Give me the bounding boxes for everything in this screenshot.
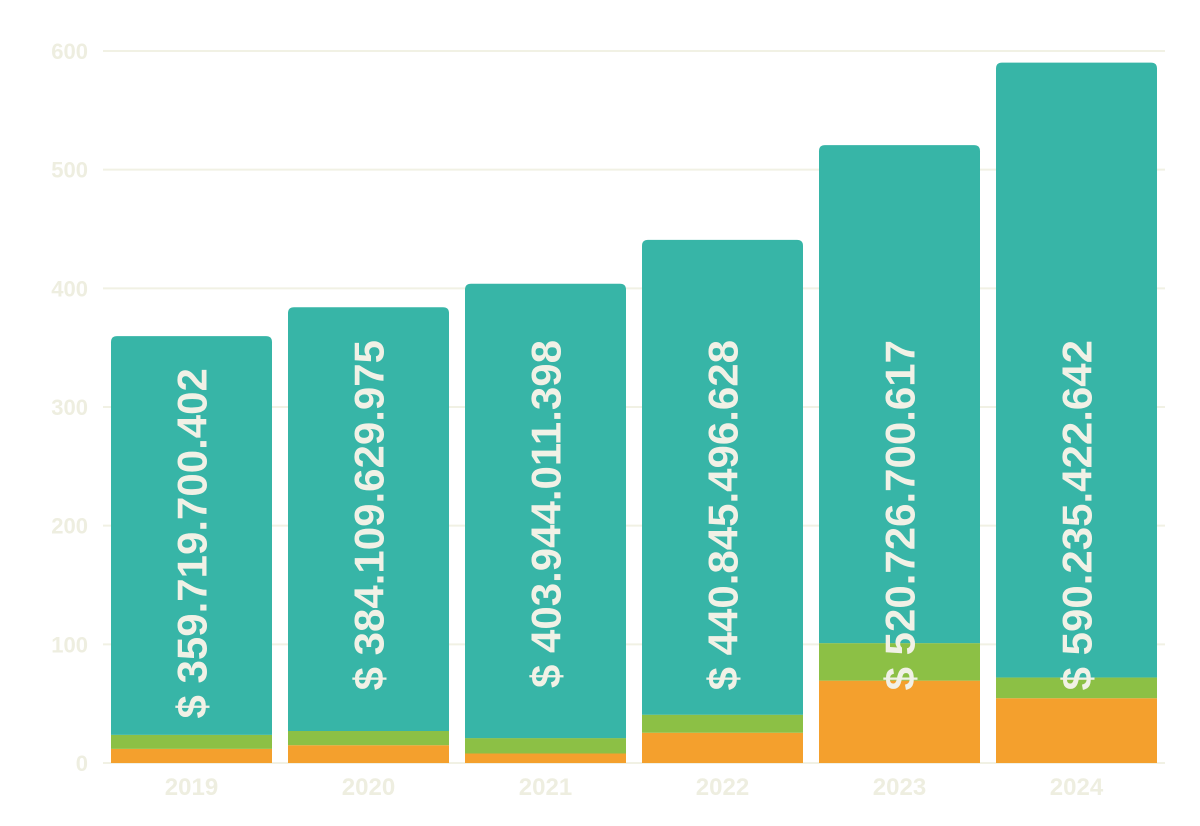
x-tick-label: 2024 <box>1050 774 1104 801</box>
x-tick-label: 2020 <box>342 774 395 801</box>
bar-segment <box>288 730 449 746</box>
bar-segment <box>642 239 803 715</box>
data-label: $ 403.944.011.398 <box>523 340 570 688</box>
y-tick-label: 400 <box>51 276 88 301</box>
bar-segment <box>288 745 449 763</box>
bar-segment <box>111 734 272 749</box>
x-tick-label: 2022 <box>696 774 749 801</box>
x-tick-label: 2023 <box>873 774 926 801</box>
x-tick-label: 2021 <box>519 774 572 801</box>
bar-segment <box>465 738 626 754</box>
y-tick-label: 100 <box>51 632 88 657</box>
y-tick-label: 500 <box>51 158 88 183</box>
bar-segment <box>819 145 980 644</box>
bar-segment <box>642 714 803 733</box>
data-label: $ 384.109.629.975 <box>346 340 393 690</box>
x-tick-label: 2019 <box>165 774 218 801</box>
bar-segment <box>111 336 272 735</box>
bar-segment <box>996 677 1157 699</box>
bar-segment <box>996 62 1157 678</box>
data-label: $ 440.845.496.628 <box>700 340 747 690</box>
bar-segment <box>288 307 449 731</box>
bar-segment <box>996 698 1157 763</box>
data-label: $ 590.235.422.642 <box>1054 340 1101 690</box>
y-tick-label: 200 <box>51 514 88 539</box>
bar-segment <box>642 732 803 763</box>
data-label: $ 359.719.700.402 <box>169 368 216 718</box>
bar-segment <box>819 643 980 681</box>
bar-segment <box>465 283 626 739</box>
bar-segment <box>819 680 980 763</box>
data-label: $ 520.726.700.617 <box>877 340 924 690</box>
y-tick-label: 300 <box>51 395 88 420</box>
bar-segment <box>465 753 626 763</box>
bar-segment <box>111 748 272 763</box>
y-tick-label: 0 <box>76 751 88 776</box>
y-tick-label: 600 <box>51 39 88 64</box>
